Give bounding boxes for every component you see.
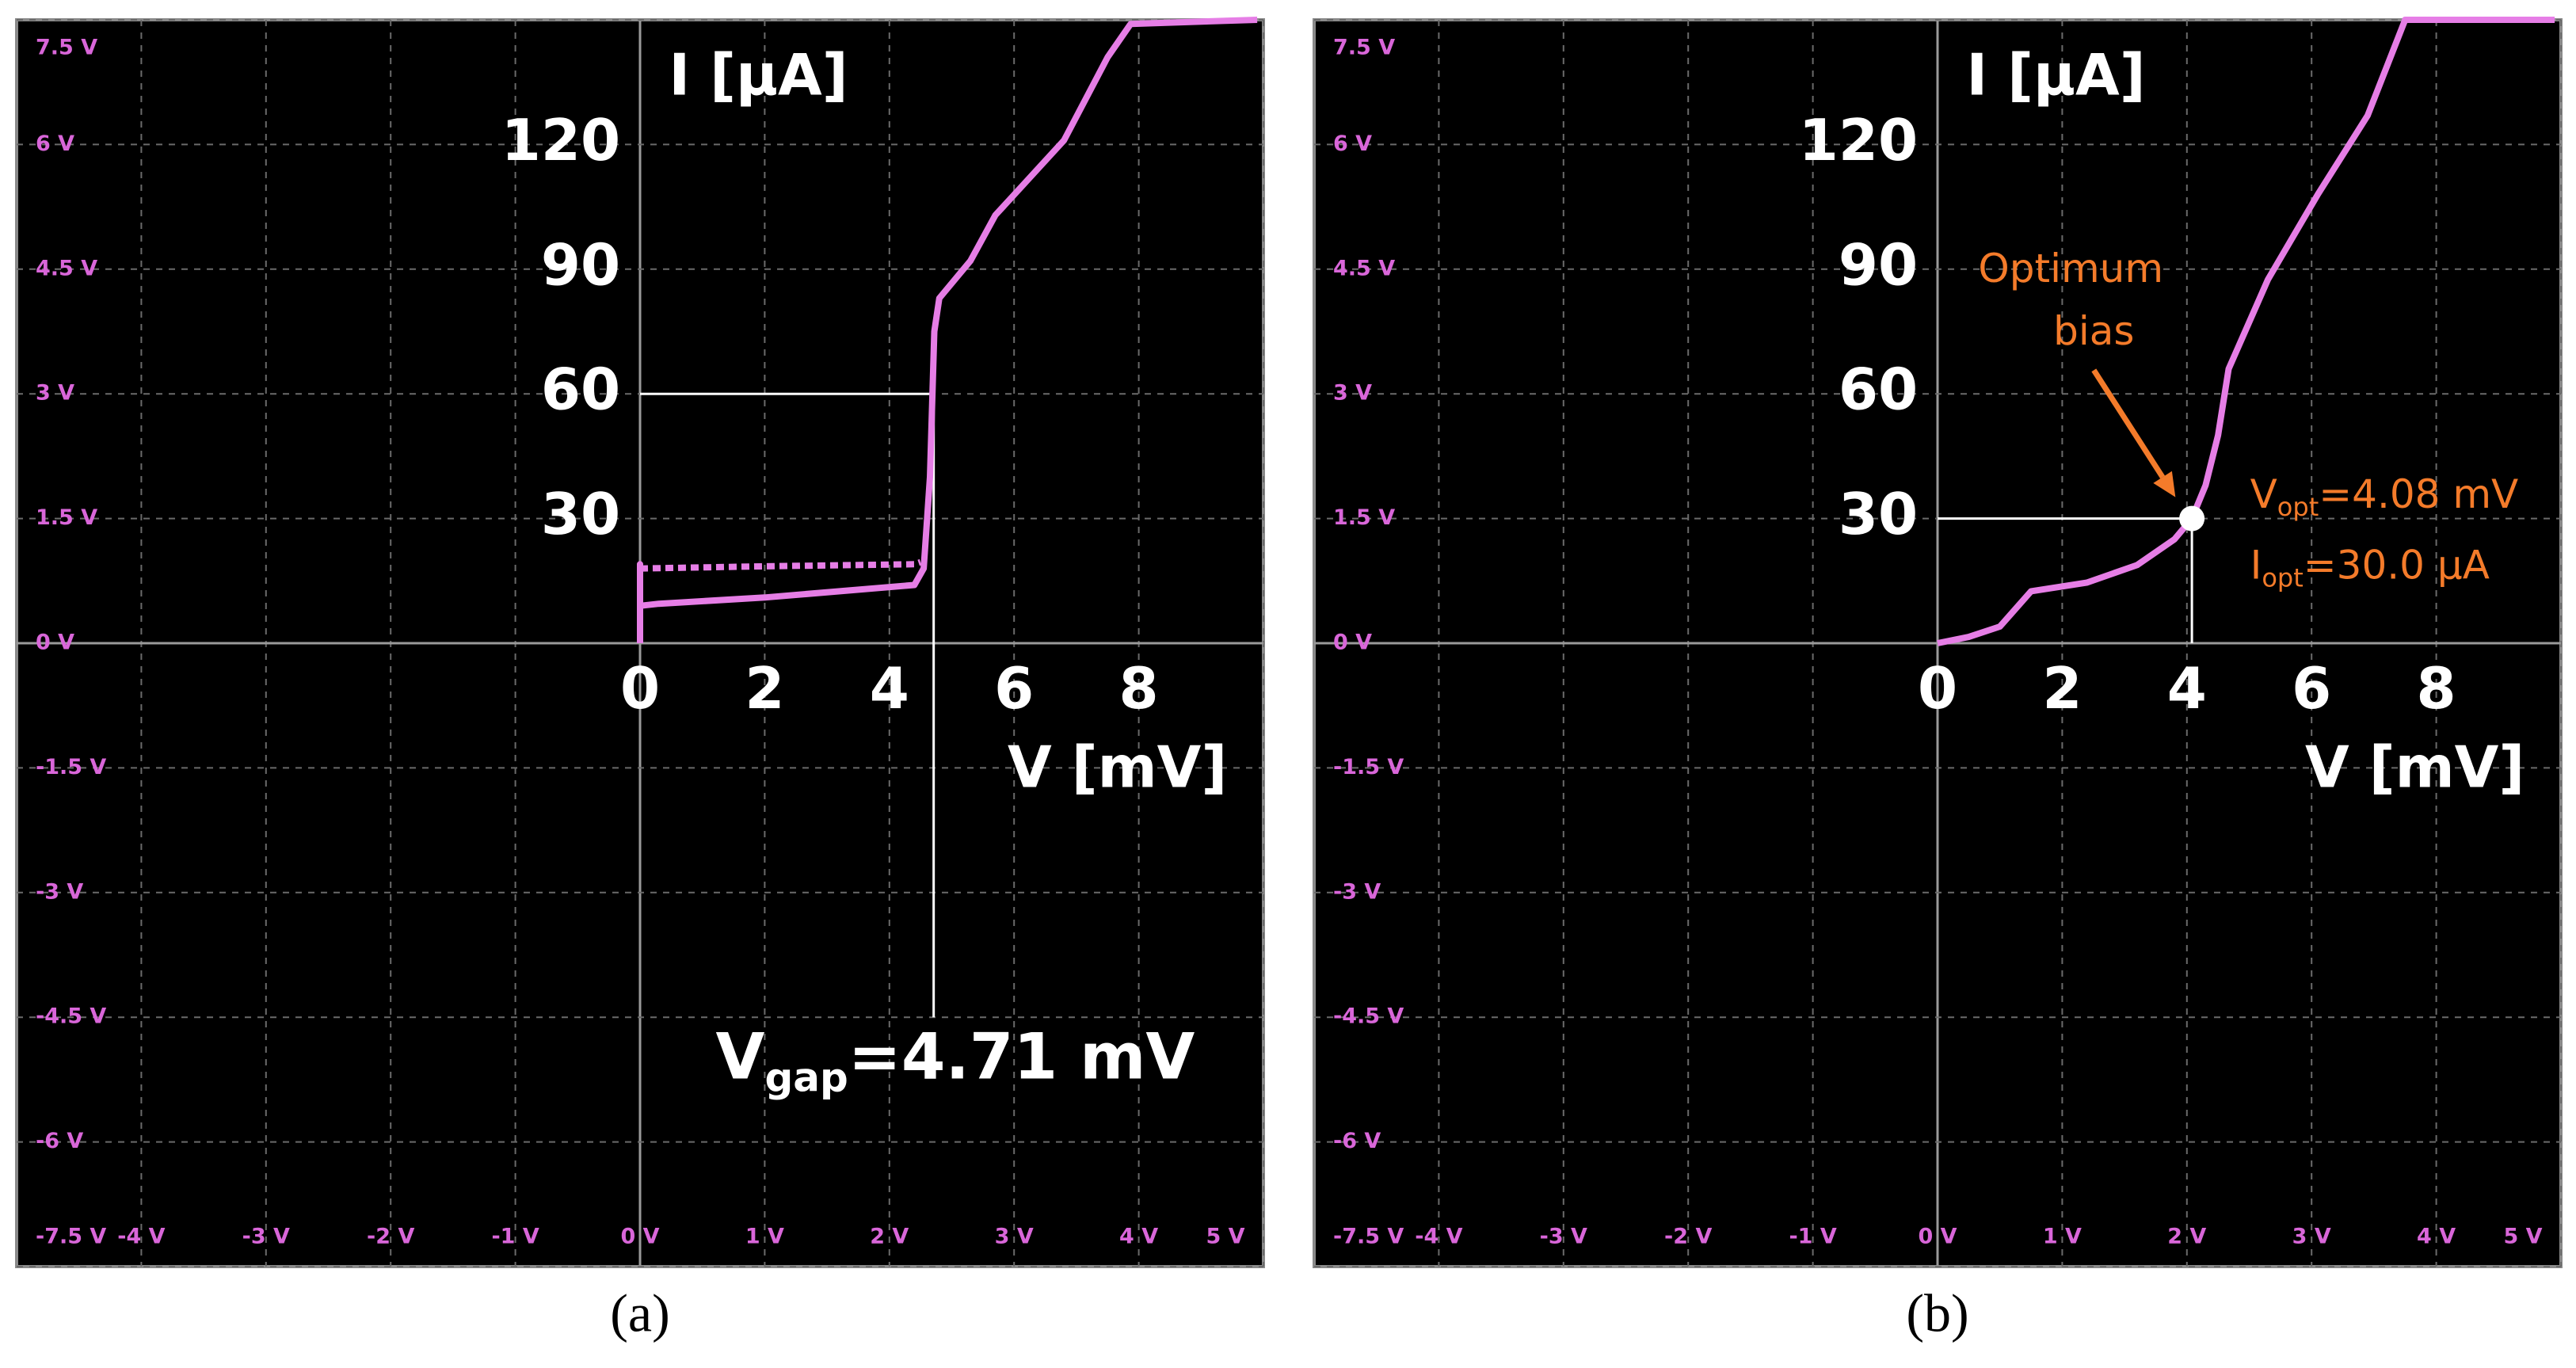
y-tick-label: 4.5 V — [36, 256, 97, 280]
y-tick-label: -6 V — [1333, 1129, 1381, 1153]
y-tick-label: -6 V — [36, 1129, 83, 1153]
x2-tick-label: 8 — [2417, 655, 2456, 722]
arrow-head — [2153, 471, 2176, 497]
y-tick-label: 7.5 V — [36, 36, 97, 60]
x-tick-label: 1 V — [2043, 1225, 2082, 1249]
y-tick-label: 4.5 V — [1333, 256, 1395, 280]
x-tick-label: 3 V — [995, 1225, 1034, 1249]
y2-axis-title: I [µA] — [1966, 41, 2145, 108]
annotation-main: V — [2250, 471, 2277, 517]
panel-caption: (b) — [1906, 1283, 1968, 1343]
x2-axis-title: V [mV] — [1008, 734, 1227, 800]
y-tick-label: 0 V — [36, 631, 74, 655]
annotation-line: bias — [2053, 308, 2134, 354]
annotation-sub: opt — [2262, 563, 2303, 593]
y2-tick-label: 30 — [541, 481, 620, 547]
annotation-rest: =4.08 mV — [2319, 471, 2518, 517]
y-tick-label: 3 V — [1333, 381, 1372, 406]
y-tick-label: -7.5 V — [1333, 1225, 1404, 1249]
x2-tick-label: 6 — [994, 655, 1034, 722]
annotation-line: Optimum — [1978, 246, 2163, 292]
x-tick-label: 4 V — [2417, 1225, 2456, 1249]
y-tick-label: 6 V — [36, 131, 74, 156]
x-tick-label: 5 V — [2503, 1225, 2542, 1249]
y-tick-label: -4.5 V — [1333, 1004, 1404, 1029]
panel: -4 V -3 V -2 V -1 V 0 V 1 V 2 V 3 V 4 V 5 V 7.5 V 6… — [1313, 17, 2563, 1343]
arrow-shaft — [2091, 368, 2166, 479]
y-tick-label: 3 V — [36, 381, 74, 406]
x-tick-label: -1 V — [1789, 1225, 1836, 1249]
x2-tick-label: 8 — [1119, 655, 1159, 722]
panel-caption: (a) — [610, 1283, 669, 1343]
x-tick-label: -4 V — [117, 1225, 165, 1249]
y-tick-label: -1.5 V — [36, 755, 106, 779]
y2-tick-label: 60 — [541, 356, 620, 423]
annotation: Vgap=4.71 mV — [716, 1019, 1195, 1100]
y-tick-label: 7.5 V — [1333, 36, 1395, 60]
y-tick-label: 6 V — [1333, 131, 1372, 156]
x-tick-label: 2 V — [2167, 1225, 2206, 1249]
y-tick-label: 1.5 V — [36, 505, 97, 530]
x-tick-label: -2 V — [367, 1225, 414, 1249]
annotation: Iopt=30.0 µA — [2250, 542, 2490, 593]
x2-tick-label: 6 — [2292, 655, 2331, 722]
x2-tick-label: 0 — [1918, 655, 1957, 722]
y2-tick-label: 90 — [1839, 231, 1918, 298]
y2-tick-label: 30 — [1839, 481, 1918, 547]
x-tick-label: 1 V — [745, 1225, 784, 1249]
x-tick-label: 5 V — [1206, 1225, 1244, 1249]
x-tick-label: 2 V — [870, 1225, 909, 1249]
x-tick-label: -3 V — [1540, 1225, 1587, 1249]
annotation-rest: =4.71 mV — [848, 1019, 1195, 1093]
annotation: Vopt=4.08 mV — [2250, 471, 2519, 523]
x-tick-label: -1 V — [491, 1225, 539, 1249]
y2-tick-label: 120 — [501, 107, 620, 173]
x-tick-label: -3 V — [242, 1225, 290, 1249]
iv-curve — [637, 17, 1258, 643]
x2-tick-label: 2 — [745, 655, 784, 722]
x2-axis-title: V [mV] — [2305, 734, 2525, 800]
x2-tick-label: 0 — [620, 655, 660, 722]
x2-tick-label: 4 — [2167, 655, 2207, 722]
y-tick-label: -7.5 V — [36, 1225, 106, 1249]
annotation-main: V — [716, 1019, 765, 1093]
y-tick-label: -4.5 V — [36, 1004, 106, 1029]
y-tick-label: 1.5 V — [1333, 505, 1395, 530]
x-tick-label: -4 V — [1415, 1225, 1462, 1249]
iv-curve — [639, 558, 922, 572]
y-tick-label: -3 V — [36, 879, 83, 904]
y-tick-label: -3 V — [1333, 879, 1381, 904]
annotation-sub: gap — [764, 1054, 848, 1100]
x2-tick-label: 4 — [870, 655, 909, 722]
x2-tick-label: 2 — [2042, 655, 2082, 722]
x-tick-label: -2 V — [1664, 1225, 1712, 1249]
y-tick-label: -1.5 V — [1333, 755, 1404, 779]
operating-point — [2179, 505, 2205, 532]
y2-tick-label: 90 — [541, 231, 620, 298]
annotation-main: I — [2250, 542, 2262, 588]
x-tick-label: 4 V — [1119, 1225, 1158, 1249]
x-tick-label: 0 V — [620, 1225, 659, 1249]
annotation-rest: =30.0 µA — [2304, 542, 2490, 588]
annotation-sub: opt — [2277, 492, 2319, 522]
y2-axis-title: I [µA] — [669, 41, 848, 108]
iv-curve — [1937, 17, 2555, 646]
y2-tick-label: 60 — [1839, 356, 1918, 423]
y2-tick-label: 120 — [1799, 107, 1918, 173]
x-tick-label: 0 V — [1918, 1225, 1957, 1249]
x-tick-label: 3 V — [2292, 1225, 2331, 1249]
panel: -4 V -3 V -2 V -1 V 0 V 1 V 2 V 3 V 4 V 5 V 7.5 V 6… — [15, 17, 1265, 1343]
y-tick-label: 0 V — [1333, 631, 1372, 655]
